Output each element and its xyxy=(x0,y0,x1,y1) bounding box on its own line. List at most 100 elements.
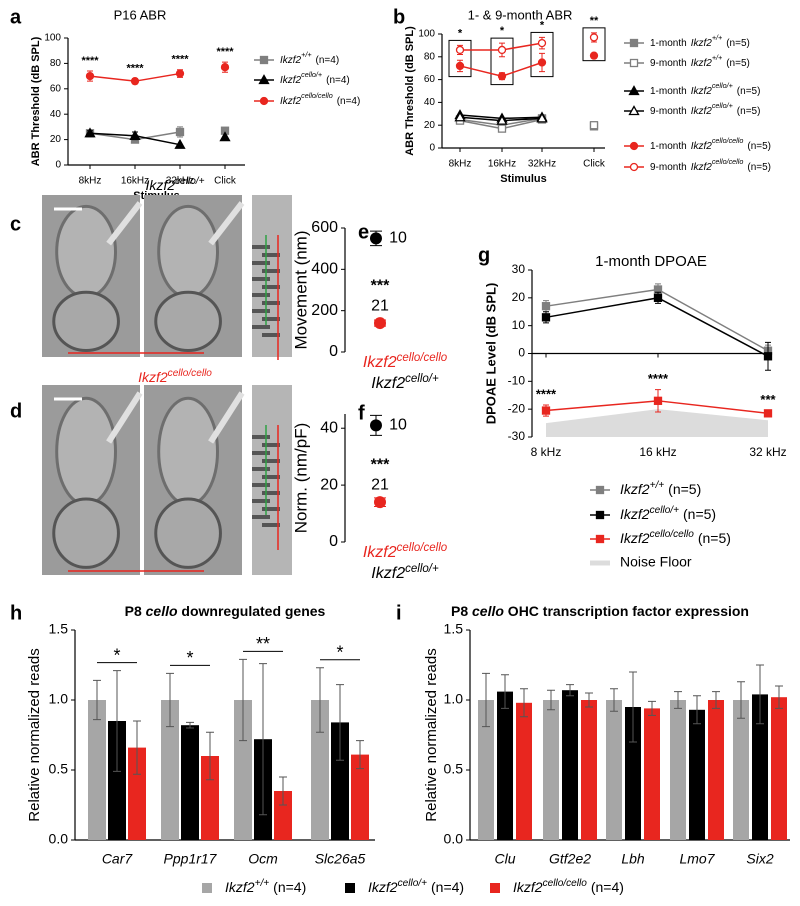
data-point xyxy=(174,138,186,149)
y-tick-label: 60 xyxy=(50,83,62,94)
group-box xyxy=(582,27,606,62)
probe xyxy=(106,201,143,246)
noise-floor xyxy=(546,409,768,437)
label-genotype: cello/cello xyxy=(712,136,744,145)
kymograph-band xyxy=(262,507,280,511)
label-age: 1-month xyxy=(650,141,687,152)
legend-swatch xyxy=(490,883,500,893)
error-bar xyxy=(259,663,267,816)
data-point xyxy=(541,302,551,311)
label-genotype: cello/+ xyxy=(712,81,733,90)
label-genotype: cello/cello xyxy=(168,368,213,379)
x-tick-label: 16 kHz xyxy=(639,445,676,459)
label-name: Ikzf2 xyxy=(280,96,302,107)
kymograph-band xyxy=(252,451,270,455)
y-tick-label: 400 xyxy=(311,261,338,278)
x-tick-label: 16kHz xyxy=(121,176,149,187)
kymograph-band xyxy=(262,523,280,527)
bar xyxy=(543,700,559,840)
error-bar xyxy=(356,740,364,770)
y-axis-label: Relative normalized reads xyxy=(26,648,43,821)
panel-letter: h xyxy=(10,602,22,624)
data-point xyxy=(541,313,551,322)
data-point xyxy=(537,58,547,67)
y-tick-label: 100 xyxy=(44,33,61,44)
group-label: Ikzf2cello/cello xyxy=(363,542,448,561)
bar xyxy=(708,700,724,840)
kymograph-band xyxy=(252,261,270,265)
y-axis-label: ABR Threshold (dB SPL) xyxy=(30,36,42,166)
kymograph-band xyxy=(252,277,270,281)
bar xyxy=(516,702,532,840)
y-tick-label: 1.0 xyxy=(49,691,69,707)
panel-letter: b xyxy=(393,6,405,28)
kymograph-band xyxy=(262,285,280,289)
label-genotype: cello/cello xyxy=(712,157,744,166)
cell-outline xyxy=(55,204,117,299)
image-label: Ikzf2cello/+ xyxy=(146,176,205,193)
error-bar xyxy=(756,664,764,725)
series-line xyxy=(460,56,594,77)
data-point xyxy=(85,71,95,81)
data-point xyxy=(130,77,140,86)
label-name: Ikzf2 xyxy=(225,879,255,895)
significance: * xyxy=(458,27,463,39)
label-note: (n=5) xyxy=(668,481,701,497)
error-bar xyxy=(775,685,783,709)
x-tick-label: 8kHz xyxy=(449,159,472,170)
series-line xyxy=(90,131,225,140)
cell-outline xyxy=(157,204,220,299)
significance: * xyxy=(500,25,505,37)
kymograph-band xyxy=(252,515,270,519)
bar xyxy=(234,700,252,840)
significance: *** xyxy=(760,392,776,407)
kymograph-band xyxy=(252,467,270,471)
x-tick-label: Slc26a5 xyxy=(315,851,366,867)
y-tick-label: 1.5 xyxy=(444,621,464,637)
kymograph-band xyxy=(262,269,280,273)
kymograph-band xyxy=(262,317,280,321)
n-label: 21 xyxy=(371,297,389,314)
legend-label: Ikzf2cello/cello(n=4) xyxy=(513,878,624,895)
probe xyxy=(208,201,245,246)
kymograph-band xyxy=(252,293,270,297)
legend-swatch xyxy=(345,883,355,893)
data-point xyxy=(84,127,96,138)
legend-marker xyxy=(595,485,605,495)
bar xyxy=(478,700,494,840)
significance: **** xyxy=(216,46,234,58)
bar xyxy=(108,721,126,840)
data-point xyxy=(537,38,547,48)
label-note: (n=5) xyxy=(747,141,771,152)
panel-letter: c xyxy=(10,213,21,235)
bar xyxy=(581,700,597,840)
legend-label: Ikzf2cello/+ (n=5) xyxy=(620,505,716,522)
label-age: 9-month xyxy=(650,106,687,117)
data-point xyxy=(541,406,551,415)
label-note: (n=5) xyxy=(726,38,750,49)
error-bar xyxy=(279,776,287,806)
group-label: Ikzf2cello/+ xyxy=(371,563,439,582)
bar xyxy=(497,691,513,840)
label-name: Ikzf2 xyxy=(280,55,302,66)
bar xyxy=(351,754,369,840)
y-tick-label: 0.0 xyxy=(49,831,69,847)
legend-label: Ikzf2+/+ (n=4) xyxy=(280,50,339,66)
label-name: Ikzf2 xyxy=(691,162,713,173)
label-note: (n=4) xyxy=(316,55,340,66)
x-tick-label: Ocm xyxy=(248,851,278,867)
probe xyxy=(106,391,143,444)
error-bar xyxy=(712,691,720,709)
kymograph-band xyxy=(252,499,270,503)
y-tick-label: 40 xyxy=(424,97,436,108)
label-genotype: cello/+ xyxy=(712,101,733,110)
x-tick-label: Clu xyxy=(494,851,515,867)
label-name: Ikzf2 xyxy=(620,530,650,546)
label-genotype: cello/cello xyxy=(397,542,448,554)
bar xyxy=(201,756,219,840)
x-tick-label: Ppp1r17 xyxy=(164,851,218,867)
data-point xyxy=(129,129,141,140)
y-axis-label: DPOAE Level (dB SPL) xyxy=(483,283,498,425)
legend-label: 1-month Ikzf2cello/cello(n=5) xyxy=(650,136,771,152)
legend-marker xyxy=(629,38,639,48)
